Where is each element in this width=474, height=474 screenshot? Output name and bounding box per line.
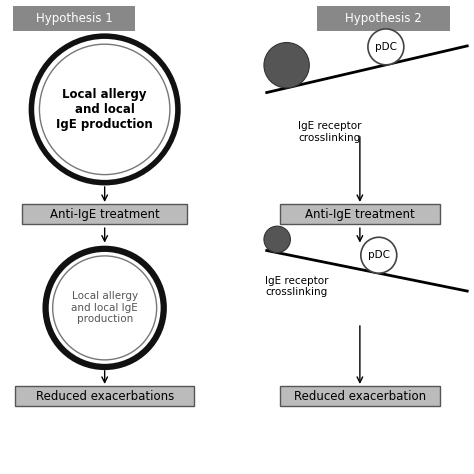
Text: Anti-IgE treatment: Anti-IgE treatment (305, 208, 415, 221)
FancyBboxPatch shape (280, 204, 440, 224)
Text: Reduced exacerbation: Reduced exacerbation (294, 390, 426, 403)
Text: IgE receptor
crosslinking: IgE receptor crosslinking (299, 121, 362, 143)
Text: pDC: pDC (368, 250, 390, 260)
Circle shape (31, 36, 178, 182)
Circle shape (264, 43, 310, 88)
Text: pDC: pDC (375, 42, 397, 52)
Text: Local allergy
and local IgE
production: Local allergy and local IgE production (71, 292, 138, 325)
Circle shape (46, 249, 164, 367)
FancyBboxPatch shape (12, 6, 136, 31)
Text: Anti-IgE treatment: Anti-IgE treatment (50, 208, 160, 221)
Text: Hypothesis 2: Hypothesis 2 (345, 12, 422, 25)
Text: Hypothesis 1: Hypothesis 1 (36, 12, 112, 25)
Text: Reduced exacerbations: Reduced exacerbations (36, 390, 174, 403)
Text: Local allergy
and local
IgE production: Local allergy and local IgE production (56, 88, 153, 131)
FancyBboxPatch shape (15, 386, 194, 406)
Circle shape (264, 226, 291, 253)
Text: IgE receptor
crosslinking: IgE receptor crosslinking (265, 276, 329, 297)
Circle shape (368, 29, 404, 65)
FancyBboxPatch shape (280, 386, 440, 406)
FancyBboxPatch shape (318, 6, 450, 31)
Circle shape (361, 237, 397, 273)
FancyBboxPatch shape (22, 204, 187, 224)
